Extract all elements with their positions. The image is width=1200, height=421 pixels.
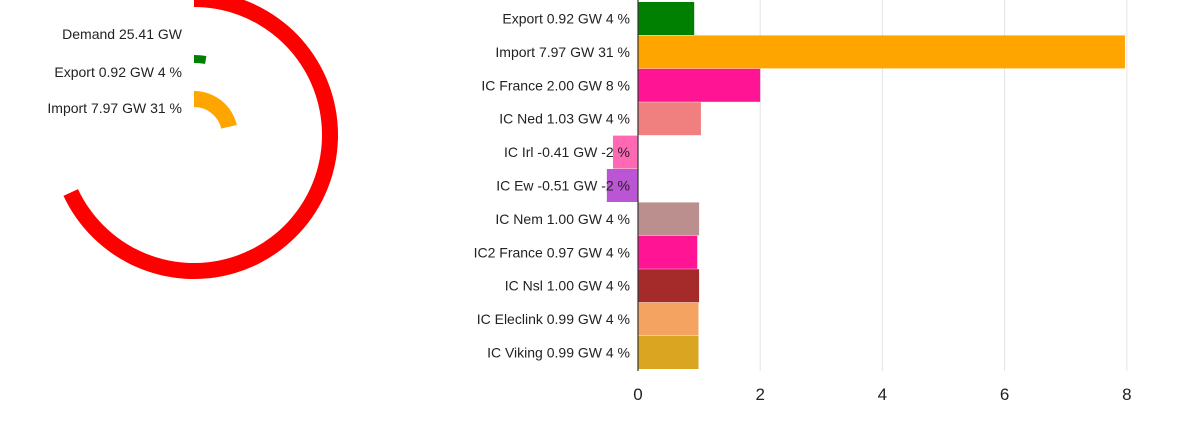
bar-3 bbox=[638, 102, 701, 136]
category-label-7: IC2 France 0.97 GW 4 % bbox=[474, 244, 630, 260]
x-tick-label-2: 4 bbox=[878, 385, 887, 404]
radial-label-1: Export 0.92 GW 4 % bbox=[54, 64, 182, 80]
category-label-3: IC Ned 1.03 GW 4 % bbox=[499, 111, 630, 127]
bar-4 bbox=[612, 135, 638, 169]
category-label-2: IC France 2.00 GW 8 % bbox=[481, 77, 630, 93]
bar-8 bbox=[638, 269, 700, 303]
bar-1 bbox=[638, 35, 1125, 69]
x-tick-label-3: 6 bbox=[1000, 385, 1009, 404]
bar-2 bbox=[638, 68, 761, 102]
radial-label-0: Demand 25.41 GW bbox=[62, 26, 183, 42]
bar-7 bbox=[638, 235, 698, 269]
category-label-5: IC Ew -0.51 GW -2 % bbox=[496, 178, 630, 194]
category-label-6: IC Nem 1.00 GW 4 % bbox=[495, 211, 630, 227]
category-label-9: IC Eleclink 0.99 GW 4 % bbox=[477, 311, 630, 327]
bar-6 bbox=[638, 202, 700, 236]
bar-9 bbox=[638, 302, 699, 336]
x-tick-label-1: 2 bbox=[755, 385, 764, 404]
category-label-10: IC Viking 0.99 GW 4 % bbox=[487, 345, 630, 361]
bar-10 bbox=[638, 336, 699, 369]
radial-label-2: Import 7.97 GW 31 % bbox=[47, 100, 182, 116]
category-label-8: IC Nsl 1.00 GW 4 % bbox=[505, 278, 630, 294]
category-label-0: Export 0.92 GW 4 % bbox=[502, 11, 630, 27]
category-label-1: Import 7.97 GW 31 % bbox=[495, 44, 630, 60]
x-tick-label-0: 0 bbox=[633, 385, 642, 404]
category-label-4: IC Irl -0.41 GW -2 % bbox=[504, 144, 630, 160]
bar-0 bbox=[638, 2, 695, 35]
bar-5 bbox=[606, 169, 638, 202]
radial-bar-2 bbox=[194, 91, 237, 129]
radial-bar-1 bbox=[194, 55, 207, 64]
x-tick-label-4: 8 bbox=[1122, 385, 1131, 404]
